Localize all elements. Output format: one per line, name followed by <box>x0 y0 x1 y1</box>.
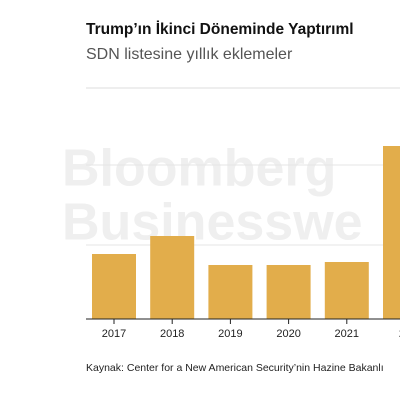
chart-title: Trump’ın İkinci Döneminde Yaptırıml <box>86 21 354 38</box>
watermark: Businesswe <box>62 194 363 252</box>
bar <box>208 265 253 319</box>
bar <box>324 262 369 319</box>
chart-subtitle: SDN listesine yıllık eklemeler <box>86 46 293 63</box>
x-tick-label: 2021 <box>335 328 359 340</box>
x-tick-label: 20 <box>399 328 400 340</box>
watermark: Bloomberg <box>62 140 336 198</box>
x-tick-label: 2020 <box>276 328 300 340</box>
source: Kaynak: Center for a New American Securi… <box>86 362 384 374</box>
x-tick-label: 2018 <box>160 328 184 340</box>
x-tick-label: 2019 <box>218 328 242 340</box>
bar <box>266 265 311 319</box>
bar <box>150 236 195 319</box>
bar <box>383 146 400 319</box>
x-tick-label: 2017 <box>102 328 126 340</box>
bar <box>92 254 136 319</box>
